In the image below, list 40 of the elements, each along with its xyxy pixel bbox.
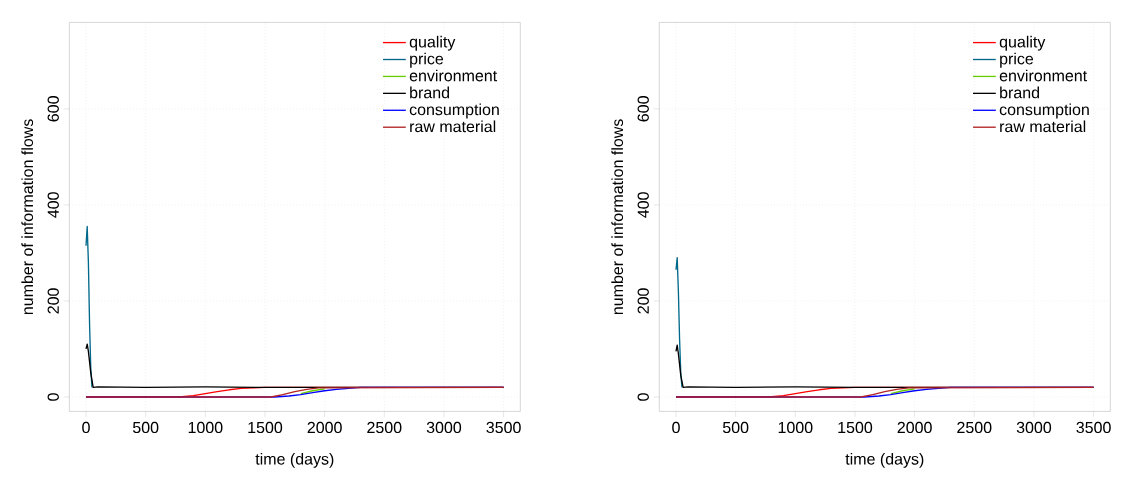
- y-axis-title: number of information flows: [611, 119, 624, 315]
- legend-label: consumption: [999, 103, 1089, 119]
- legend-label: quality: [409, 35, 456, 51]
- legend-label: quality: [999, 35, 1046, 51]
- x-tick-label: 500: [132, 421, 159, 434]
- x-tick-label: 0: [672, 421, 680, 434]
- x-tick-label: 2500: [367, 421, 402, 434]
- legend-label: price: [410, 52, 444, 68]
- legend-label: brand: [410, 86, 449, 99]
- x-tick-label: 1000: [188, 421, 223, 434]
- x-tick-label: 3000: [426, 421, 462, 434]
- x-tick-label: 3500: [1076, 421, 1111, 434]
- x-tick-label: 1500: [838, 421, 873, 434]
- y-tick-label: 600: [637, 96, 649, 122]
- y-tick-label: 400: [47, 192, 59, 218]
- y-tick-label: 200: [47, 288, 59, 314]
- x-tick-label: 3000: [1016, 421, 1052, 434]
- legend-label: price: [1000, 52, 1034, 68]
- legend-label: consumption: [409, 103, 499, 119]
- x-tick-label: 3500: [486, 421, 521, 434]
- x-tick-label: 1500: [248, 421, 283, 434]
- x-tick-label: 2000: [897, 421, 932, 434]
- y-tick-label: 200: [637, 288, 649, 314]
- y-tick-label: 600: [47, 96, 59, 122]
- x-axis-title: time (days): [845, 452, 924, 468]
- y-tick-label: 0: [47, 393, 59, 401]
- legend-label: raw material: [410, 120, 496, 133]
- x-tick-label: 0: [82, 421, 90, 434]
- legend-label: environment: [409, 69, 498, 82]
- legend-label: brand: [1000, 86, 1039, 99]
- x-tick-label: 2500: [957, 421, 992, 434]
- legend-label: environment: [999, 69, 1088, 82]
- legend-label: raw material: [1000, 120, 1086, 133]
- x-tick-label: 2000: [307, 421, 342, 434]
- y-tick-label: 0: [637, 393, 649, 401]
- x-tick-label: 500: [722, 421, 749, 434]
- x-tick-label: 1000: [778, 421, 813, 434]
- y-tick-label: 400: [637, 192, 649, 218]
- y-axis-title: number of information flows: [21, 119, 34, 315]
- x-axis-title: time (days): [255, 452, 334, 468]
